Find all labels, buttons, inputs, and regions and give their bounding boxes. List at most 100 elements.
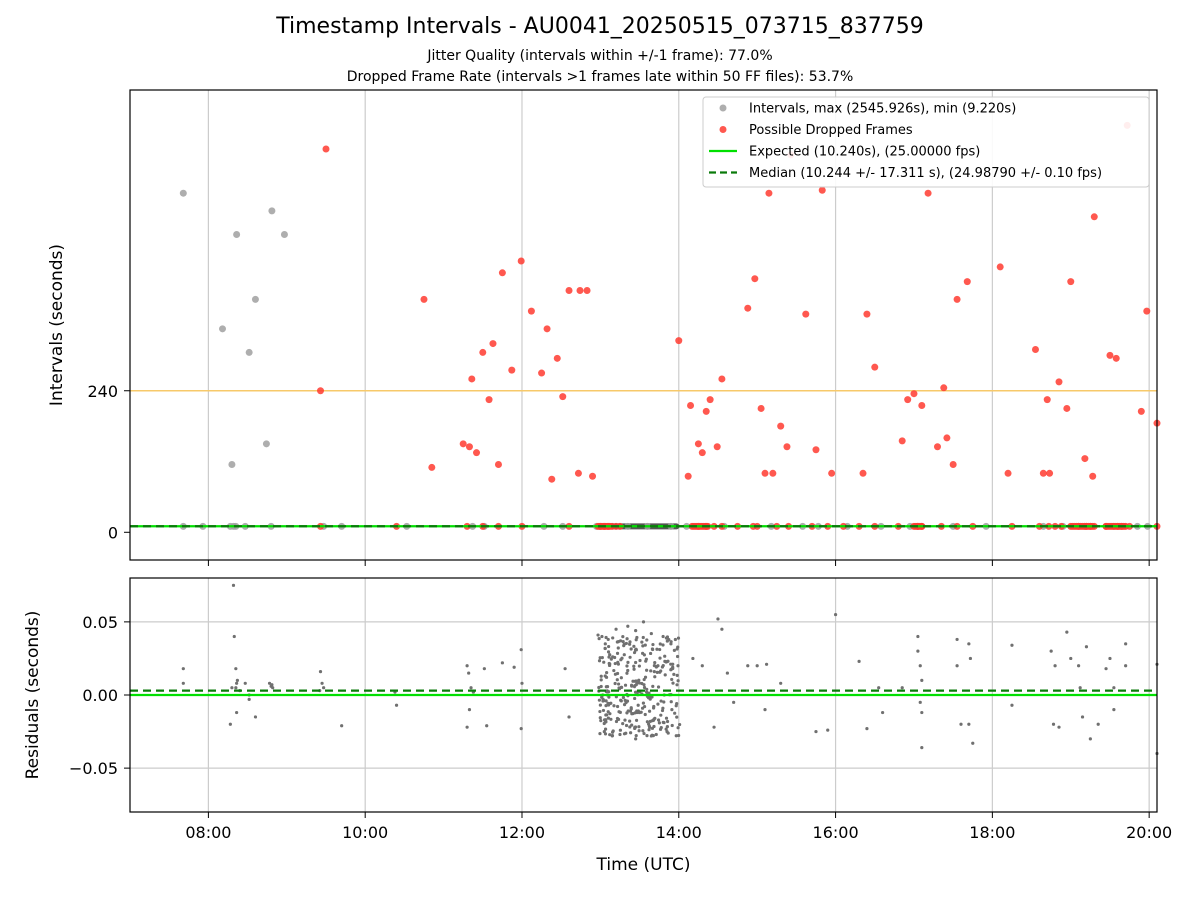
residual-point <box>625 637 629 641</box>
residual-point <box>648 719 652 723</box>
residual-point <box>599 684 603 689</box>
y-tick-label: −0.05 <box>69 759 118 778</box>
dropped-frame-point <box>1031 345 1039 353</box>
residual-point <box>877 686 881 690</box>
residual-point <box>622 642 626 646</box>
residual-point <box>485 724 489 728</box>
dropped-frame-point <box>322 145 330 153</box>
residual-point <box>662 721 666 725</box>
residual-point <box>653 661 657 665</box>
dropped-frame-point <box>498 269 506 277</box>
x-tick-label: 16:00 <box>813 823 859 842</box>
dropped-frame-point <box>548 475 556 483</box>
dropped-frame-point <box>1043 396 1051 404</box>
residual-point <box>1084 645 1089 649</box>
residual-point <box>519 727 523 731</box>
residual-point <box>563 667 567 671</box>
residual-point <box>635 681 639 685</box>
dropped-frame-point <box>468 375 476 383</box>
residual-point <box>633 725 637 729</box>
residual-point <box>653 716 657 720</box>
dropped-frame-point <box>494 460 502 468</box>
dropped-frame-point <box>479 348 487 356</box>
residual-point <box>971 741 975 745</box>
residual-point <box>613 681 617 686</box>
residual-point <box>608 712 612 716</box>
residual-point <box>1104 667 1108 671</box>
dropped-frame-point <box>765 189 773 197</box>
residual-point <box>629 731 633 735</box>
residual-point <box>235 710 239 715</box>
dropped-frame-point <box>777 422 785 430</box>
residual-point <box>643 643 647 647</box>
residual-point <box>676 726 680 730</box>
residual-point <box>647 728 651 732</box>
residual-point <box>661 706 665 710</box>
dropped-frame-point <box>517 257 525 265</box>
residual-point <box>606 637 610 642</box>
residual-point <box>613 661 617 666</box>
residual-point <box>600 634 604 639</box>
residual-point <box>637 729 641 733</box>
residual-point <box>669 642 673 646</box>
residual-point <box>467 708 472 712</box>
dropped-frame-point <box>576 287 584 295</box>
residual-point <box>955 664 959 668</box>
y-tick-label: 240 <box>87 382 118 401</box>
residual-point <box>656 718 661 722</box>
residual-point <box>512 665 516 669</box>
residual-point <box>603 674 607 678</box>
residual-point <box>602 660 606 664</box>
interval-point <box>268 207 276 215</box>
residual-point <box>642 683 646 687</box>
residual-point <box>253 715 258 719</box>
residual-point <box>664 727 668 731</box>
residual-point <box>649 651 653 656</box>
residual-point <box>617 710 621 714</box>
residual-point <box>234 686 238 690</box>
residual-point <box>642 704 647 709</box>
dropped-frame-point <box>757 404 765 412</box>
residual-point <box>598 716 602 720</box>
dropped-frame-point <box>818 186 826 194</box>
residual-point <box>647 709 652 713</box>
residual-point <box>967 642 971 646</box>
residual-point <box>647 691 651 695</box>
residual-point <box>638 658 642 663</box>
residual-point <box>779 681 783 685</box>
residual-point <box>232 634 236 639</box>
residual-point <box>641 620 646 624</box>
residual-point <box>670 723 674 728</box>
residual-point <box>621 722 625 726</box>
residual-point <box>636 703 640 707</box>
residual-point <box>645 668 649 672</box>
residual-point <box>720 627 724 631</box>
residual-point <box>597 659 602 663</box>
residual-point <box>659 699 663 703</box>
residual-point <box>633 696 637 701</box>
dropped-frame-point <box>744 304 752 312</box>
dropped-frame-point <box>559 393 567 401</box>
y-axis-label: Intervals (seconds) <box>47 244 67 406</box>
x-tick-label: 14:00 <box>656 823 702 842</box>
residual-point <box>655 647 659 651</box>
residual-point <box>271 686 275 690</box>
residual-point <box>1010 703 1014 707</box>
residual-point <box>676 664 680 668</box>
residual-point <box>626 709 630 713</box>
residual-point <box>605 671 609 675</box>
residual-point <box>648 697 652 701</box>
x-axis-label: Time (UTC) <box>596 855 691 875</box>
dropped-frame-point <box>949 460 957 468</box>
residual-point <box>1065 630 1069 634</box>
residual-point <box>716 617 720 621</box>
residual-point <box>626 624 630 628</box>
residual-point <box>968 656 973 661</box>
dropped-frame-point <box>508 366 516 374</box>
residual-point <box>632 685 637 689</box>
interval-point <box>219 325 227 333</box>
residual-point <box>621 695 625 700</box>
residual-point <box>619 676 623 680</box>
residual-point <box>1112 708 1116 712</box>
residual-point <box>662 700 666 704</box>
